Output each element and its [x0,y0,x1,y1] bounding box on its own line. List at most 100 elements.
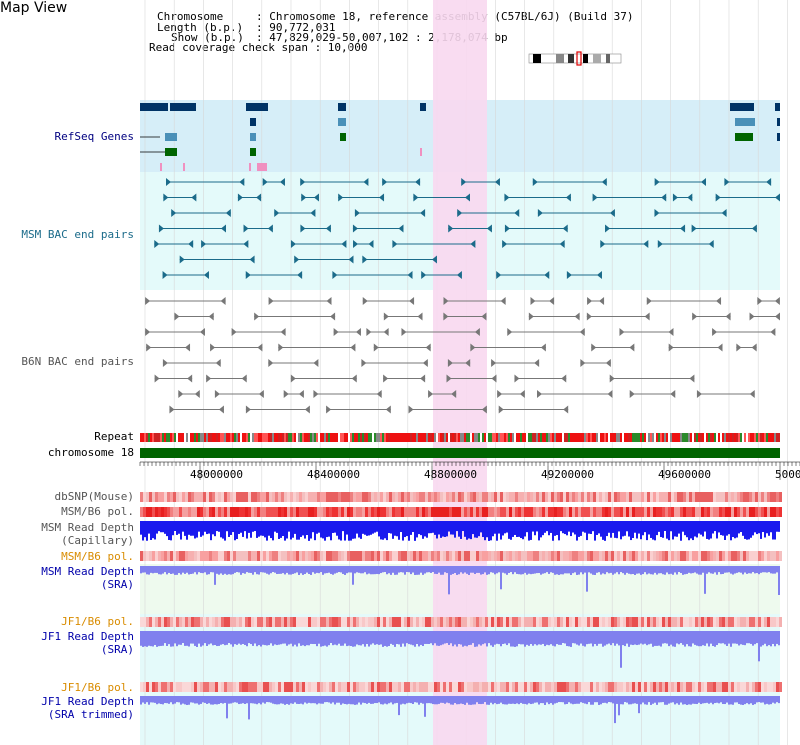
polymorphism-cell [437,507,440,517]
polymorphism-cell [152,492,155,502]
polymorphism-cell [608,617,611,627]
depth-bar [432,566,434,573]
track-label-jf1-b6-pol[interactable]: JF1/B6 pol. [61,615,134,628]
depth-bar [354,696,356,705]
track-label-jf1-read-depth-trimmed[interactable]: JF1 Read Depth [41,695,134,708]
repeat-track[interactable] [140,433,780,442]
polymorphism-cell [347,507,350,517]
polymorphism-cell [482,507,485,517]
polymorphism-cell [434,492,437,502]
track-label-msm-b6-pol[interactable]: MSM/B6 pol. [61,505,134,518]
track-label-dbsnp[interactable]: dbSNP(Mouse) [54,490,134,503]
polymorphism-cell [239,617,242,627]
track-label-msm-read-depth-capillary-sub[interactable]: (Capillary) [61,534,134,547]
polymorphism-cell [167,551,170,561]
track-label-jf1-read-depth-trimmed-sub[interactable]: (SRA trimmed) [47,708,134,721]
track-label-jf1-read-depth-sra-sub[interactable]: (SRA) [100,643,134,656]
polymorphism-cell [404,551,407,561]
depth-bar [510,521,512,540]
track-label-b6n-bac[interactable]: B6N BAC end pairs [21,355,134,368]
polymorphism-cell [392,617,395,627]
depth-bar [354,566,356,574]
depth-bar [632,696,634,704]
polymorphism-cell [560,617,563,627]
polymorphism-cell [455,507,458,517]
depth-bar [668,696,670,704]
polymorphism-cell [707,617,710,627]
b6n-bac-pair-end [586,312,592,321]
depth-bar [698,566,700,575]
track-label-jf1-read-depth-sra[interactable]: JF1 Read Depth [41,630,134,643]
refseq-gene [165,148,177,156]
read-depth-tracks[interactable] [140,521,780,724]
depth-bar [268,696,270,703]
depth-bar [430,521,432,534]
polymorphism-cell [608,682,611,692]
depth-bar [534,696,536,703]
polymorphism-cell [344,492,347,502]
polymorphism-tracks[interactable] [140,492,782,692]
polymorphism-cell [389,551,392,561]
polymorphism-cell [521,617,524,627]
depth-bar [458,566,460,575]
polymorphism-cell [380,492,383,502]
depth-bar [724,521,726,540]
depth-bar [260,566,262,573]
depth-bar [140,521,142,535]
polymorphism-cell [509,617,512,627]
track-label-msm-read-depth-capillary[interactable]: MSM Read Depth [41,521,134,534]
depth-bar [750,566,752,574]
track-label-msm-bac[interactable]: MSM BAC end pairs [21,228,134,241]
repeat-segment [768,433,770,442]
polymorphism-cell [464,492,467,502]
track-label-refseq-genes[interactable]: RefSeq Genes [54,130,134,143]
repeat-segment [316,433,318,442]
polymorphism-cell [389,507,392,517]
depth-bar [768,631,770,646]
chromosome-bar[interactable] [140,448,780,458]
track-label-repeat[interactable]: Repeat [94,430,134,443]
depth-bar [314,566,316,574]
polymorphism-cell [563,551,566,561]
b6n-bac-track[interactable] [145,297,780,414]
repeat-segment [390,433,392,442]
depth-bar [542,631,544,644]
refseq-genes-track[interactable] [140,103,780,171]
depth-bar [142,566,144,573]
depth-bar [330,631,332,644]
repeat-segment [568,433,570,442]
depth-bar [584,631,586,647]
track-label-chromosome[interactable]: chromosome 18 [47,446,134,459]
depth-bar [178,696,180,703]
b6n-bac-pair-end [401,328,407,336]
msm-bac-track[interactable] [154,178,780,279]
polymorphism-cell [518,507,521,517]
polymorphism-cell [488,551,491,561]
polymorphism-cell [158,551,161,561]
track-label-msm-read-depth-sra-sub[interactable]: (SRA) [100,578,134,591]
depth-bar [302,696,304,705]
chromosome-ideogram[interactable] [528,51,622,66]
polymorphism-cell [518,492,521,502]
polymorphism-cell [203,551,206,561]
depth-bar [590,566,592,574]
repeat-segment [760,433,762,442]
polymorphism-cell [359,507,362,517]
track-label-msm-b6-pol-sra[interactable]: MSM/B6 pol. [61,550,134,563]
track-label-msm-read-depth-sra[interactable]: MSM Read Depth [41,565,134,578]
refseq-gene [249,163,251,171]
track-label-jf1-b6-pol-trimmed[interactable]: JF1/B6 pol. [61,681,134,694]
depth-bar [574,696,576,704]
depth-bar [758,696,760,703]
msm-bac-pair-end [672,193,678,202]
polymorphism-cell [749,617,752,627]
depth-bar [198,521,200,532]
depth-bar [582,696,584,703]
repeat-segment [318,433,320,442]
polymorphism-cell [503,682,506,692]
depth-bar [412,696,414,704]
repeat-segment [472,433,474,442]
depth-bar [336,631,338,646]
repeat-segment [670,433,672,442]
